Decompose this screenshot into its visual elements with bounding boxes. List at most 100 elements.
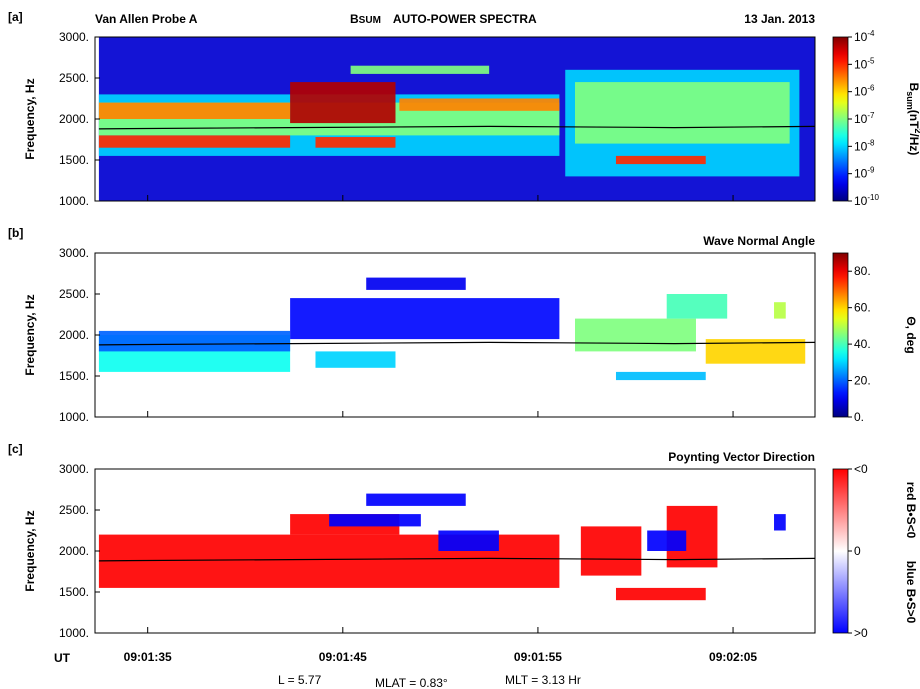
colorbar-tick-label: 10-8 — [854, 138, 875, 153]
title-part: AUTO-POWER SPECTRA — [393, 12, 537, 26]
spectral-cell — [290, 298, 560, 340]
chart-title: Poynting Vector Direction — [668, 450, 815, 464]
x-tick-label: 09:01:45 — [319, 650, 367, 664]
tick-exponent: -7 — [867, 111, 875, 120]
colorbar-tick-label: 80. — [854, 264, 871, 278]
label-part: (nT — [907, 110, 920, 129]
tick-base: 10 — [854, 139, 868, 153]
y-tick-label: 2000. — [59, 328, 89, 342]
colorbar-tick-label: <0 — [854, 462, 868, 476]
tick-exponent: -8 — [867, 138, 875, 147]
panel-label: [a] — [8, 10, 23, 24]
spectral-cell — [615, 587, 706, 601]
annotation: MLT = 3.13 Hr — [505, 673, 581, 687]
title-part: B — [350, 12, 359, 26]
colorbar — [832, 252, 849, 418]
colorbar-tick-label: 40. — [854, 337, 871, 351]
y-tick-label: 2000. — [59, 112, 89, 126]
colorbar-tick-label: 20. — [854, 374, 871, 388]
spectral-cell — [647, 530, 687, 551]
spectral-cell — [315, 351, 396, 368]
spectral-cell — [290, 82, 396, 124]
spectral-cell — [615, 155, 706, 165]
tick-base: 10 — [854, 57, 868, 71]
y-tick-label: 3000. — [59, 246, 89, 260]
y-axis-label: Frequency, Hz — [23, 78, 37, 159]
reference-line — [98, 557, 815, 562]
y-axis-label: Frequency, Hz — [23, 510, 37, 591]
spectral-cell — [366, 277, 466, 290]
spectral-cell — [774, 302, 786, 319]
colorbar-tick-label: 10-6 — [854, 84, 875, 99]
spectral-cell — [438, 530, 499, 551]
spectral-cell — [98, 102, 291, 119]
spectrogram — [98, 493, 815, 601]
x-tick-label: 09:02:05 — [709, 650, 757, 664]
tick-exponent: -4 — [867, 29, 875, 38]
colorbar-tick-label: >0 — [854, 626, 868, 640]
y-tick-label: 2000. — [59, 544, 89, 558]
colorbar-label: blue B•S>0 — [904, 561, 918, 624]
y-tick-label: 1500. — [59, 153, 89, 167]
panel-label: [c] — [8, 442, 23, 456]
label-part: /Hz) — [907, 133, 920, 155]
y-tick-label: 1000. — [59, 626, 89, 640]
colorbar-tick-label: 10-10 — [854, 193, 879, 208]
spectral-cell — [315, 137, 396, 148]
date: 13 Jan. 2013 — [744, 12, 815, 26]
tick-base: 10 — [854, 30, 868, 44]
x-tick-label: 09:01:55 — [514, 650, 562, 664]
y-tick-label: 1500. — [59, 369, 89, 383]
chart-title: BSUM AUTO-POWER SPECTRA — [350, 12, 537, 26]
colorbar-tick-label: 10-9 — [854, 166, 875, 181]
spectral-cell — [774, 514, 786, 531]
y-tick-label: 2500. — [59, 503, 89, 517]
spectral-cell — [366, 493, 466, 506]
tick-base: 10 — [854, 194, 868, 208]
spectrogram — [98, 37, 815, 201]
y-tick-label: 2500. — [59, 287, 89, 301]
title-part: SUM — [359, 15, 381, 26]
y-tick-label: 1000. — [59, 194, 89, 208]
spectral-cell — [666, 294, 728, 319]
y-tick-label: 2500. — [59, 71, 89, 85]
label-part: 2 — [913, 128, 920, 133]
tick-exponent: -5 — [867, 56, 875, 65]
colorbar-tick-label: 0. — [854, 410, 864, 424]
y-tick-label: 3000. — [59, 30, 89, 44]
colorbar-label: Bsum(nT2/Hz) — [905, 83, 920, 156]
tick-exponent: -9 — [867, 166, 875, 175]
title-left: Van Allen Probe A — [95, 12, 198, 26]
annotation: L = 5.77 — [278, 673, 322, 687]
colorbar — [832, 468, 849, 634]
reference-line — [98, 125, 815, 130]
spectral-cell — [98, 135, 291, 148]
spectrogram — [98, 277, 815, 381]
y-tick-label: 1500. — [59, 585, 89, 599]
spectral-cell — [98, 330, 291, 352]
spectral-cell — [575, 318, 696, 352]
tick-base: 10 — [854, 112, 868, 126]
tick-exponent: -6 — [867, 84, 875, 93]
colorbar-tick-label: 60. — [854, 301, 871, 315]
colorbar-tick-label: 10-4 — [854, 29, 875, 44]
colorbar-tick-label: 0 — [854, 544, 861, 558]
panel-label: [b] — [8, 226, 23, 240]
colorbar-label: Θ, deg — [904, 316, 918, 353]
y-tick-label: 1000. — [59, 410, 89, 424]
y-tick-label: 3000. — [59, 462, 89, 476]
reference-line — [98, 341, 815, 346]
spectral-cell — [399, 98, 560, 111]
spectral-cell — [615, 371, 706, 381]
chart-title: Wave Normal Angle — [703, 234, 815, 248]
tick-exponent: -10 — [867, 193, 879, 202]
colorbar — [832, 36, 849, 202]
tick-base: 10 — [854, 167, 868, 181]
spectral-cell — [575, 82, 790, 144]
tick-base: 10 — [854, 85, 868, 99]
colorbar-label: red B•S<0 — [904, 482, 918, 539]
colorbar-tick-label: 10-5 — [854, 56, 875, 71]
spectral-cell — [580, 526, 642, 576]
colorbar-tick-label: 10-7 — [854, 111, 875, 126]
